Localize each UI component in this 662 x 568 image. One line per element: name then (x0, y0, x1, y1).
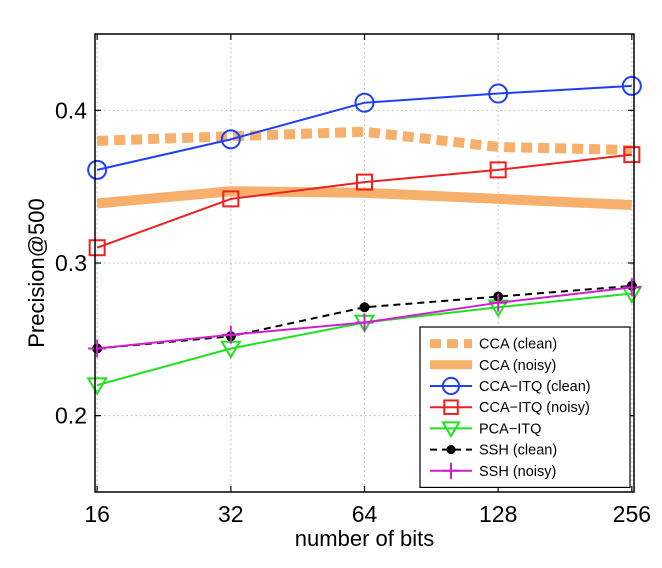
data-point (86, 377, 108, 396)
legend-entry: CCA−ITQ (noisy) (479, 400, 590, 416)
data-point (355, 313, 374, 332)
data-point (354, 92, 375, 113)
data-point (359, 302, 370, 313)
legend-entry: CCA (clean) (479, 337, 557, 353)
legend-entry: PCA−ITQ (479, 421, 541, 437)
legend-entry: CCA−ITQ (clean) (479, 379, 591, 395)
y-tick-label: 0.2 (55, 403, 87, 429)
x-tick-label: 16 (84, 501, 110, 527)
data-point (622, 278, 641, 297)
data-point (489, 293, 508, 312)
data-point (621, 75, 642, 96)
series-line (96, 84, 632, 171)
data-point (623, 146, 641, 164)
ticks: 16 32 64 128 256 0.2 0.3 0.4 (55, 34, 651, 527)
legend-marker (442, 462, 460, 479)
series-line (96, 126, 632, 156)
series-cca-itq-clean (87, 75, 642, 180)
data-point (88, 239, 106, 257)
x-tick-label: 64 (352, 501, 378, 527)
legend-marker (441, 421, 461, 439)
legend-entry: SSH (clean) (479, 443, 557, 459)
y-axis-label: Precision@500 (24, 198, 49, 348)
x-tick-label: 32 (218, 501, 244, 527)
legend-entry: CCA (noisy) (479, 358, 556, 374)
series-cca-itq-noisy (88, 146, 641, 257)
series-line (96, 153, 632, 249)
legend-marker (441, 376, 461, 396)
x-tick-label: 128 (479, 501, 517, 527)
y-tick-label: 0.4 (55, 97, 87, 123)
y-tick-label: 0.3 (55, 250, 87, 276)
series-cca-clean (96, 126, 632, 156)
data-point (489, 161, 507, 179)
data-point (220, 129, 241, 150)
legend-marker (446, 445, 456, 455)
series-line (97, 284, 632, 350)
legend: CCA (clean) CCA (noisy) CCA−ITQ (clean) CCA… (419, 326, 631, 488)
series-cca-noisy (96, 186, 633, 210)
legend-marker (443, 399, 459, 415)
data-point (356, 173, 373, 191)
series-line (96, 186, 633, 210)
series-layer (86, 75, 643, 396)
data-point (88, 339, 107, 358)
data-point (488, 83, 509, 104)
x-axis-label: number of bits (295, 526, 434, 551)
data-point (222, 190, 240, 208)
legend-entry: SSH (noisy) (479, 464, 556, 480)
data-point (221, 325, 240, 344)
series-ssh-noisy (88, 278, 641, 358)
data-point (87, 159, 108, 180)
x-tick-label: 256 (613, 501, 651, 527)
